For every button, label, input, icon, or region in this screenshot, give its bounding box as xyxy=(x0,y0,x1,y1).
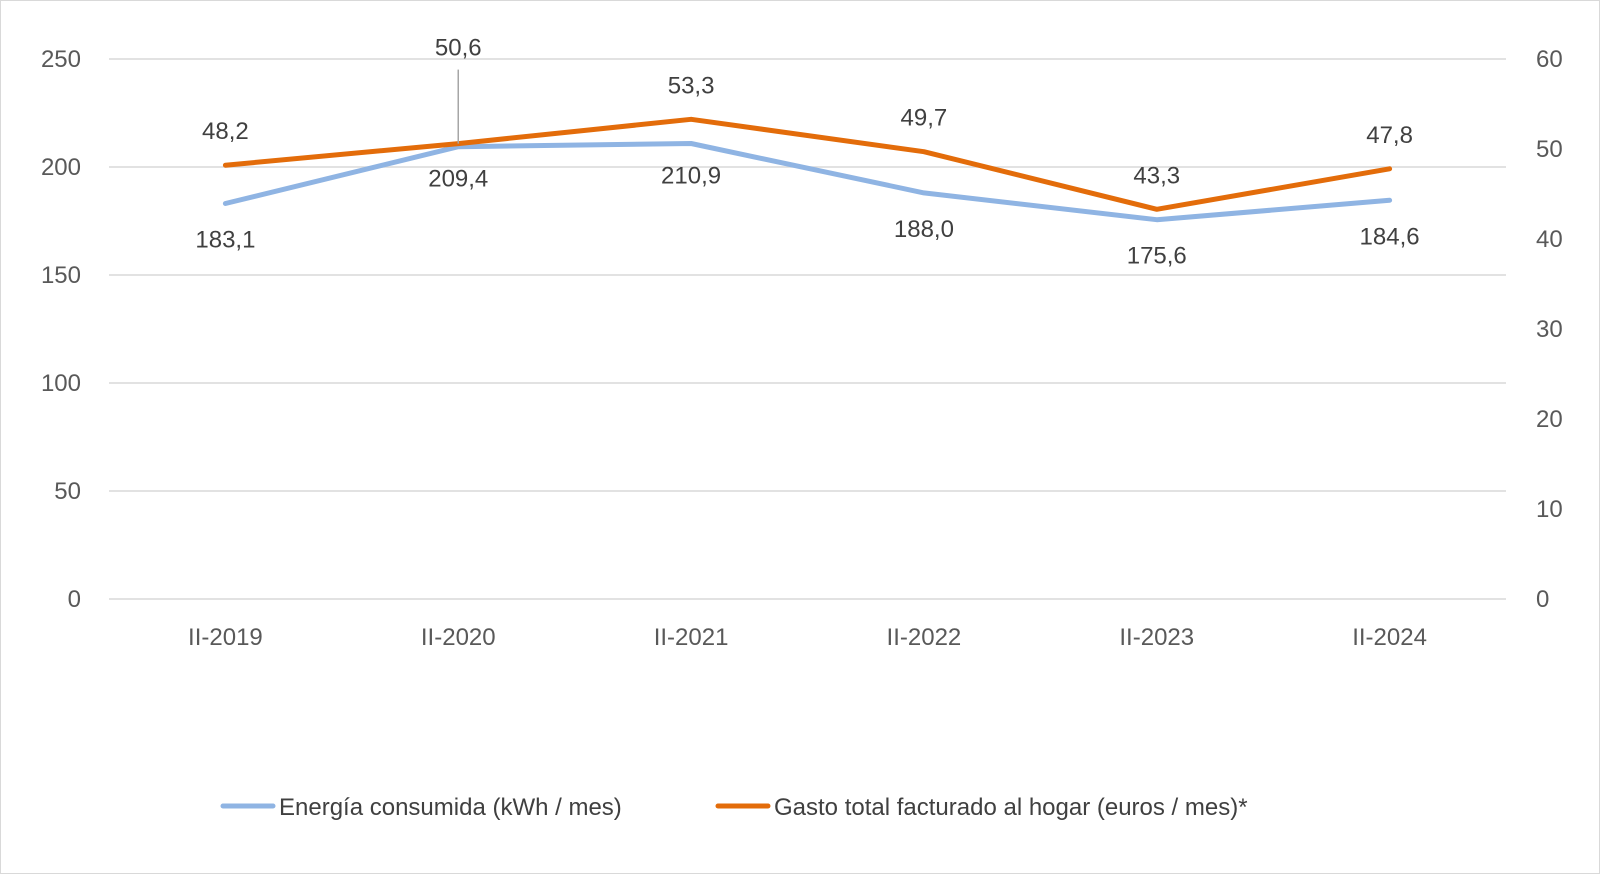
x-tick-label: II-2019 xyxy=(188,624,263,651)
right-tick-label: 20 xyxy=(1536,406,1563,433)
data-label: 188,0 xyxy=(894,216,954,243)
right-y-axis: 0 10 20 30 40 50 60 xyxy=(1536,46,1563,613)
legend-label-2: Gasto total facturado al hogar (euros / … xyxy=(774,794,1248,821)
data-label: 43,3 xyxy=(1133,162,1180,189)
left-y-axis: 0 50 100 150 200 250 xyxy=(41,46,81,613)
legend-label-1: Energía consumida (kWh / mes) xyxy=(279,794,622,821)
left-tick-label: 50 xyxy=(54,478,81,505)
right-tick-label: 50 xyxy=(1536,136,1563,163)
x-tick-label: II-2024 xyxy=(1352,624,1427,651)
x-tick-label: II-2022 xyxy=(887,624,962,651)
right-tick-label: 30 xyxy=(1536,316,1563,343)
data-label: 175,6 xyxy=(1127,243,1187,270)
series-line-1 xyxy=(222,141,1393,223)
data-label: 184,6 xyxy=(1360,223,1420,250)
legend: Energía consumida (kWh / mes) Gasto total… xyxy=(220,794,1248,821)
data-label: 53,3 xyxy=(668,72,715,99)
series-line-2 xyxy=(222,116,1393,212)
left-tick-label: 150 xyxy=(41,262,81,289)
data-label: 183,1 xyxy=(195,227,255,254)
right-tick-label: 0 xyxy=(1536,586,1549,613)
data-label: 48,2 xyxy=(202,118,249,145)
left-tick-label: 0 xyxy=(68,586,81,613)
data-label: 47,8 xyxy=(1366,122,1413,149)
data-label: 210,9 xyxy=(661,162,721,189)
left-tick-label: 250 xyxy=(41,46,81,73)
x-tick-label: II-2020 xyxy=(421,624,496,651)
x-tick-label: II-2023 xyxy=(1119,624,1194,651)
left-tick-label: 200 xyxy=(41,154,81,181)
data-label: 209,4 xyxy=(428,166,488,193)
x-axis: II-2019 II-2020 II-2021 II-2022 II-2023 II-20… xyxy=(188,624,1427,651)
data-labels: 183,1 209,4 210,9 188,0 175,6 184,6 48,2 50,6 53… xyxy=(195,35,1419,270)
data-label: 50,6 xyxy=(435,35,482,62)
gridlines xyxy=(109,58,1506,600)
data-label: 49,7 xyxy=(901,105,948,132)
right-tick-label: 60 xyxy=(1536,46,1563,73)
right-tick-label: 10 xyxy=(1536,496,1563,523)
x-tick-label: II-2021 xyxy=(654,624,729,651)
right-tick-label: 40 xyxy=(1536,226,1563,253)
left-tick-label: 100 xyxy=(41,370,81,397)
series-lines xyxy=(222,116,1393,223)
